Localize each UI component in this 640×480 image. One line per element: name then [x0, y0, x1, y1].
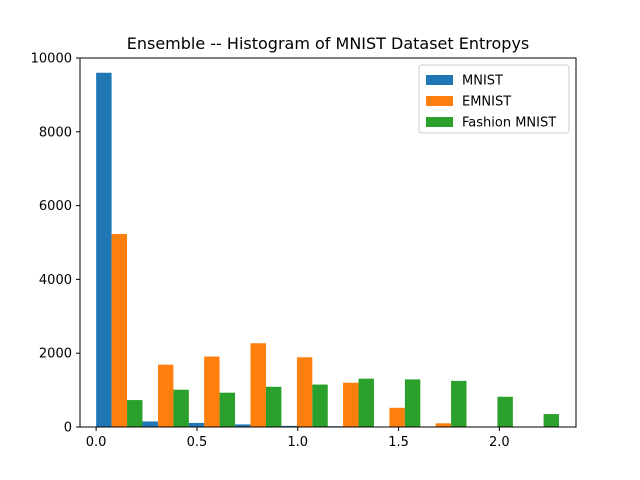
bar-mnist-0	[96, 72, 112, 427]
y-tick-label: 2000	[39, 347, 72, 362]
bar-fashion-mnist-7	[451, 380, 467, 428]
y-tick-label: 6000	[39, 199, 72, 214]
x-axis: 0.0 0.5 1.0 1.5 2.0	[86, 427, 510, 450]
bar-fashion-mnist-5	[358, 378, 374, 427]
bar-emnist-1	[157, 364, 174, 427]
legend-label: EMNIST	[462, 95, 511, 110]
bar-emnist-5	[343, 382, 359, 427]
bar-emnist-4	[296, 357, 313, 427]
bar-emnist-2	[204, 356, 220, 427]
y-axis: 0 2000 4000 6000 8000 10000	[31, 52, 80, 436]
bar-fashion-mnist-0	[127, 400, 143, 427]
plot-area-frame	[79, 57, 577, 428]
bar-emnist-0	[111, 234, 128, 427]
legend-swatch-fashion-mnist	[426, 117, 453, 127]
x-tick-label: 0.0	[86, 435, 107, 450]
bar-fashion-mnist-3	[265, 386, 282, 427]
y-tick-label: 4000	[39, 273, 72, 288]
x-tick-label: 1.0	[287, 435, 308, 450]
bar-fashion-mnist-1	[173, 389, 189, 427]
bar-emnist-6	[389, 407, 405, 427]
bar-fashion-mnist-4	[312, 384, 328, 427]
bar-fashion-mnist-6	[404, 379, 421, 427]
bar-fashion-mnist-8	[497, 396, 513, 427]
legend-swatch-mnist	[426, 75, 453, 85]
bar-mnist-1	[142, 421, 158, 427]
bar-emnist-3	[250, 343, 266, 427]
bar-mnist-3	[235, 424, 251, 427]
legend-swatch-emnist	[426, 96, 453, 106]
x-tick-label: 0.5	[187, 435, 208, 450]
legend: MNIST EMNIST Fashion MNIST	[418, 64, 570, 134]
legend-label: MNIST	[462, 74, 503, 89]
legend-frame	[418, 64, 570, 134]
bar-mnist-4	[281, 425, 297, 427]
y-tick-label: 10000	[31, 52, 72, 67]
x-tick-label: 1.5	[388, 435, 409, 450]
bar-fashion-mnist-9	[543, 414, 560, 427]
x-tick-label: 2.0	[489, 435, 510, 450]
bar-fashion-mnist-2	[219, 392, 236, 427]
y-tick-label: 8000	[39, 125, 72, 140]
chart-title: Ensemble -- Histogram of MNIST Dataset E…	[127, 34, 530, 53]
bars-group	[96, 72, 560, 428]
y-tick-label: 0	[64, 421, 72, 436]
bar-emnist-7	[435, 423, 452, 427]
bar-mnist-2	[188, 422, 205, 427]
legend-label: Fashion MNIST	[462, 116, 556, 131]
